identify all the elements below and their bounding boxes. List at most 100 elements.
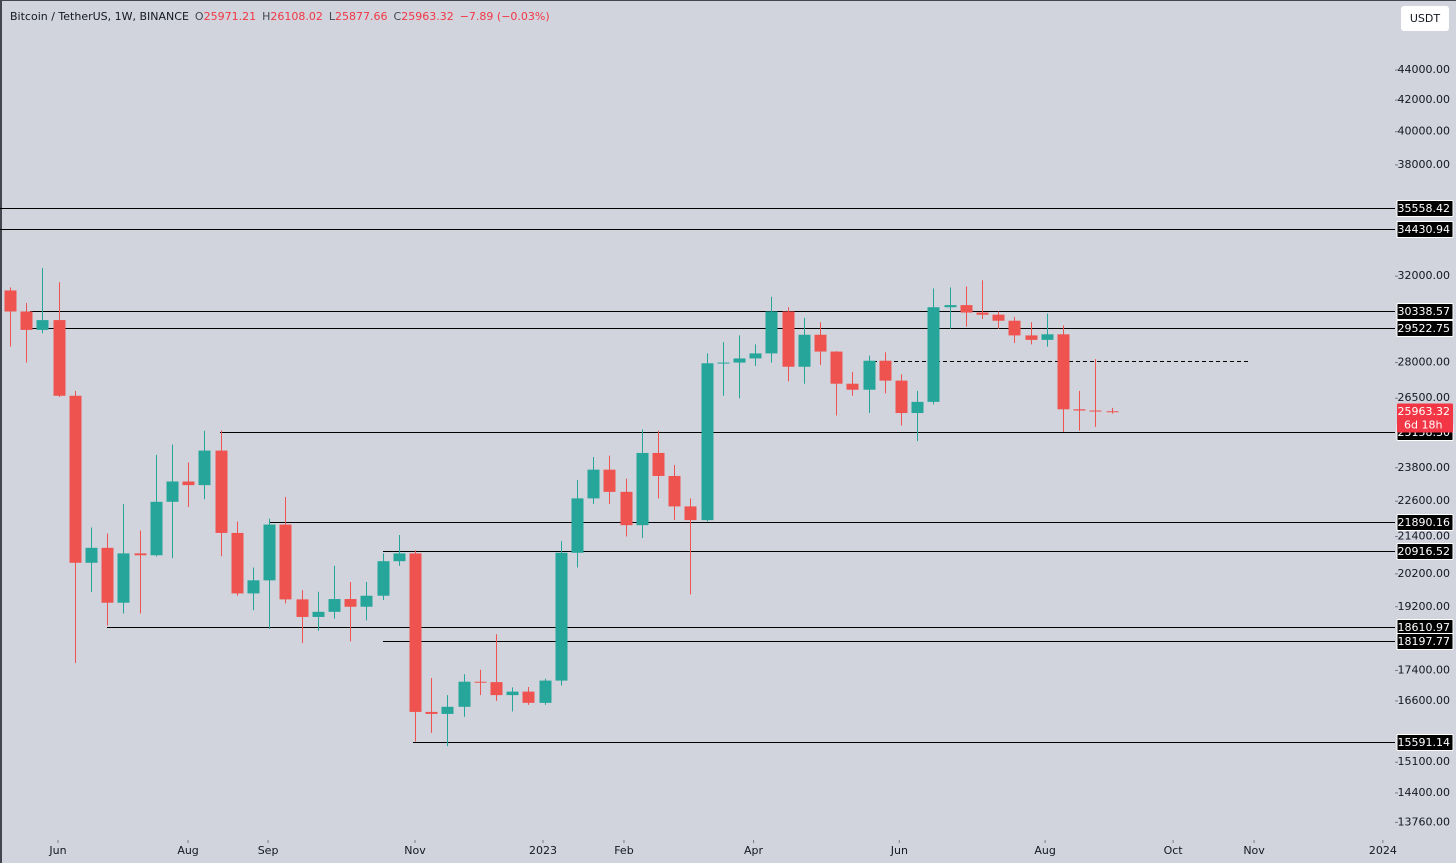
- candle-body: [976, 312, 989, 315]
- level-label: 21890.16: [1398, 516, 1451, 529]
- candle-body: [603, 469, 616, 492]
- currency-button[interactable]: USDT: [1401, 6, 1449, 31]
- candle-body: [1106, 411, 1119, 413]
- low-value: 25877.66: [335, 10, 388, 23]
- x-tick-label: Jun: [48, 844, 66, 857]
- candle-body: [717, 362, 730, 364]
- x-tick-label: Feb: [614, 844, 633, 857]
- close-value: 25963.32: [401, 10, 454, 23]
- candle-body: [69, 395, 82, 563]
- candle-body: [668, 475, 681, 507]
- candle-body: [279, 524, 292, 600]
- y-tick-label: 16600.00: [1398, 694, 1451, 707]
- level-label-box: [1396, 734, 1454, 751]
- level-label: 35558.42: [1398, 202, 1451, 215]
- x-tick-label: Jun: [890, 844, 908, 857]
- candle-body: [150, 501, 163, 556]
- candle-body: [830, 351, 843, 384]
- x-tick-label: Sep: [258, 844, 279, 857]
- candle-body: [360, 595, 373, 607]
- candle-body: [20, 311, 33, 330]
- candle-body: [182, 481, 195, 486]
- y-tick-label: 42000.00: [1398, 93, 1451, 106]
- candle-body: [506, 691, 519, 696]
- last-price-label: 25963.32: [1398, 405, 1451, 418]
- y-tick-label: 28000.00: [1398, 356, 1451, 369]
- candle-body: [620, 491, 633, 526]
- level-label: 18197.77: [1398, 635, 1451, 648]
- candle-body: [312, 611, 325, 617]
- y-tick-label: 38000.00: [1398, 158, 1451, 171]
- last-price-box: [1397, 403, 1453, 433]
- candle-body: [1073, 409, 1086, 411]
- x-tick-label: 2024: [1369, 844, 1397, 857]
- candle-body: [393, 553, 406, 562]
- candle-body: [571, 498, 584, 553]
- candle-body: [490, 682, 503, 696]
- y-tick-label: 15100.00: [1398, 755, 1451, 768]
- x-tick-label: Nov: [404, 844, 426, 857]
- open-key: O: [194, 10, 204, 23]
- candle-body: [296, 599, 309, 617]
- candle-body: [231, 532, 244, 594]
- candle-body: [36, 320, 49, 330]
- candle-body: [701, 363, 714, 521]
- level-label-box: [1396, 221, 1454, 238]
- level-label-box: [1396, 633, 1454, 650]
- y-tick-label: 44000.00: [1398, 63, 1451, 76]
- x-tick-label: Aug: [177, 844, 198, 857]
- open-value: 25971.21: [203, 10, 257, 23]
- candle-body: [684, 506, 697, 521]
- candle-body: [1041, 334, 1054, 340]
- level-label: 20916.52: [1398, 545, 1451, 558]
- x-tick-label: Apr: [744, 844, 764, 857]
- candle-body: [425, 711, 438, 714]
- y-tick-label: 32000.00: [1398, 269, 1451, 282]
- candle-body: [1025, 335, 1038, 340]
- candle-body: [846, 383, 859, 390]
- x-tick-label: Oct: [1164, 844, 1184, 857]
- level-label-box: [1396, 303, 1454, 320]
- y-tick-label: 13760.00: [1398, 815, 1451, 828]
- level-label: 15591.14: [1398, 736, 1451, 749]
- candle-body: [879, 360, 892, 381]
- candle-body: [85, 547, 98, 563]
- candle-body: [587, 469, 600, 499]
- candle-body: [895, 380, 908, 414]
- candle-body: [798, 334, 811, 367]
- candle-body: [960, 305, 973, 313]
- candle-body: [911, 401, 924, 414]
- candle-body: [409, 553, 422, 712]
- candle-body: [733, 358, 746, 363]
- candle-body: [344, 599, 357, 607]
- candle-body: [166, 481, 179, 502]
- y-tick-label: 14400.00: [1398, 786, 1451, 799]
- candle-body: [992, 314, 1005, 321]
- candle-body: [101, 547, 114, 603]
- candle-body: [117, 553, 130, 603]
- high-value: 26108.02: [270, 10, 323, 23]
- x-tick-label: 2023: [529, 844, 557, 857]
- candle-body: [263, 524, 276, 581]
- candle-body: [134, 553, 147, 556]
- x-tick-label: Nov: [1243, 844, 1265, 857]
- y-tick-label: 21400.00: [1398, 530, 1451, 543]
- countdown-label: 6d 18h: [1404, 418, 1442, 431]
- y-tick-label: 17400.00: [1398, 663, 1451, 676]
- candle-body: [198, 450, 211, 486]
- candle-body: [814, 334, 827, 352]
- candle-body: [765, 311, 778, 354]
- candle-body: [555, 552, 568, 681]
- y-tick-label: 20200.00: [1398, 567, 1451, 580]
- candle-body: [927, 307, 940, 402]
- x-tick-label: Aug: [1034, 844, 1055, 857]
- y-tick-label: 22600.00: [1398, 494, 1451, 507]
- candle-body: [441, 706, 454, 714]
- candle-body: [328, 599, 341, 612]
- low-key: L: [328, 10, 336, 23]
- candle-body: [215, 450, 228, 533]
- candle-body: [652, 452, 665, 476]
- y-tick-label: 23800.00: [1398, 461, 1451, 474]
